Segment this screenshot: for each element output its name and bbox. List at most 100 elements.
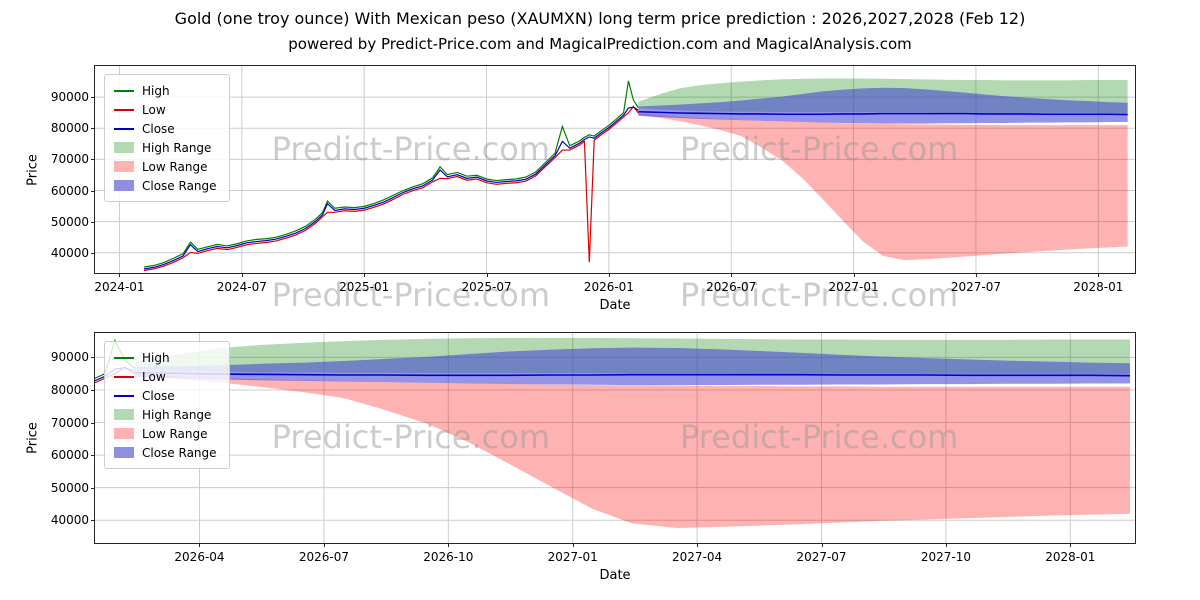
y-tick-label: 70000	[50, 152, 89, 167]
patch-swatch-icon	[114, 161, 134, 172]
line-swatch-icon	[114, 394, 134, 397]
low-range-band	[638, 113, 1128, 261]
x-tick-label: 2025-01	[339, 280, 390, 294]
y-tick-label: 80000	[50, 382, 89, 397]
x-tick-mark	[572, 543, 574, 547]
y-axis-label: Price	[25, 422, 41, 454]
x-tick-label: 2024-01	[94, 280, 145, 294]
patch-swatch-icon	[114, 428, 134, 439]
legend-label: Close	[142, 388, 175, 403]
x-tick-label: 2027-10	[920, 550, 971, 564]
patch-swatch-icon	[114, 180, 134, 191]
y-tick-mark	[91, 190, 95, 192]
x-tick-mark	[448, 543, 450, 547]
chart-legend: High Low Close High Range Low Range Close Ran…	[104, 74, 230, 202]
y-tick-label: 60000	[50, 448, 89, 463]
legend-item-low-range: Low Range	[114, 157, 217, 176]
y-tick-mark	[91, 159, 95, 161]
y-tick-label: 50000	[50, 214, 89, 229]
legend-label: Low	[142, 102, 166, 117]
x-tick-mark	[975, 273, 977, 277]
line-swatch-icon	[114, 356, 134, 359]
legend-label: High	[142, 83, 170, 98]
y-tick-mark	[91, 422, 95, 424]
high-line	[143, 80, 639, 268]
y-tick-mark	[91, 128, 95, 130]
x-tick-mark	[697, 543, 699, 547]
y-tick-label: 50000	[50, 480, 89, 495]
chart-title: Gold (one troy ounce) With Mexican peso …	[174, 9, 1026, 28]
y-axis-label: Price	[25, 153, 41, 186]
y-tick-mark	[91, 221, 95, 223]
legend-item-close: Close	[114, 119, 217, 138]
forecast-close-line	[638, 110, 1128, 116]
x-tick-label: 2024-07	[216, 280, 267, 294]
low-range-band	[134, 374, 1131, 529]
y-tick-label: 90000	[50, 90, 89, 105]
x-tick-label: 2027-04	[672, 550, 723, 564]
x-tick-mark	[821, 543, 823, 547]
forecast-close-line	[134, 371, 1131, 377]
x-tick-mark	[241, 273, 243, 277]
y-tick-label: 40000	[50, 513, 89, 528]
y-tick-label: 70000	[50, 415, 89, 430]
chart-legend: High Low Close High Range Low Range Close Ran…	[104, 341, 230, 469]
x-tick-mark	[608, 273, 610, 277]
x-tick-label: 2028-01	[1073, 280, 1124, 294]
legend-item-close-range: Close Range	[114, 443, 217, 462]
y-tick-mark	[91, 97, 95, 99]
x-tick-mark	[731, 273, 733, 277]
y-tick-mark	[91, 252, 95, 254]
price-history-chart: High Low Close High Range Low Range Close Ran…	[94, 65, 1136, 274]
y-tick-mark	[91, 389, 95, 391]
x-tick-mark	[945, 543, 947, 547]
patch-swatch-icon	[114, 142, 134, 153]
x-tick-label: 2027-07	[796, 550, 847, 564]
x-tick-mark	[323, 543, 325, 547]
x-tick-label: 2026-10	[423, 550, 474, 564]
x-tick-label: 2026-01	[583, 280, 634, 294]
x-tick-label: 2026-04	[174, 550, 225, 564]
x-tick-label: 2026-07	[298, 550, 349, 564]
legend-item-high: High	[114, 81, 217, 100]
x-tick-label: 2026-07	[706, 280, 757, 294]
y-tick-label: 60000	[50, 183, 89, 198]
legend-item-low: Low	[114, 367, 217, 386]
legend-label: Close	[142, 121, 175, 136]
x-tick-label: 2027-07	[950, 280, 1002, 294]
patch-swatch-icon	[114, 409, 134, 420]
legend-label: Low Range	[142, 426, 208, 441]
x-tick-label: 2025-07	[461, 280, 512, 294]
legend-item-high-range: High Range	[114, 138, 217, 157]
legend-item-low: Low	[114, 100, 217, 119]
x-tick-mark	[199, 543, 201, 547]
legend-item-high-range: High Range	[114, 405, 217, 424]
legend-item-high: High	[114, 348, 217, 367]
legend-item-close-range: Close Range	[114, 176, 217, 195]
line-swatch-icon	[114, 108, 134, 111]
legend-label: High Range	[142, 407, 212, 422]
y-tick-mark	[91, 357, 95, 359]
patch-swatch-icon	[114, 447, 134, 458]
y-tick-mark	[91, 520, 95, 522]
close-line	[143, 106, 639, 270]
x-tick-mark	[853, 273, 855, 277]
legend-item-close: Close	[114, 386, 217, 405]
x-tick-label: 2027-01	[828, 280, 879, 294]
legend-label: Close Range	[142, 445, 217, 460]
x-tick-mark	[1098, 273, 1100, 277]
y-tick-label: 80000	[50, 121, 89, 136]
x-tick-mark	[119, 273, 121, 277]
y-tick-label: 40000	[50, 245, 89, 260]
legend-label: Low Range	[142, 159, 208, 174]
chart-subtitle: powered by Predict-Price.com and Magical…	[288, 35, 912, 53]
y-tick-mark	[91, 455, 95, 457]
line-swatch-icon	[114, 89, 134, 92]
legend-label: Close Range	[142, 178, 217, 193]
x-tick-mark	[486, 273, 488, 277]
y-tick-mark	[91, 487, 95, 489]
forecast-zoom-chart: High Low Close High Range Low Range Close Ran…	[94, 332, 1136, 544]
legend-item-low-range: Low Range	[114, 424, 217, 443]
line-swatch-icon	[114, 375, 134, 378]
line-swatch-icon	[114, 127, 134, 130]
